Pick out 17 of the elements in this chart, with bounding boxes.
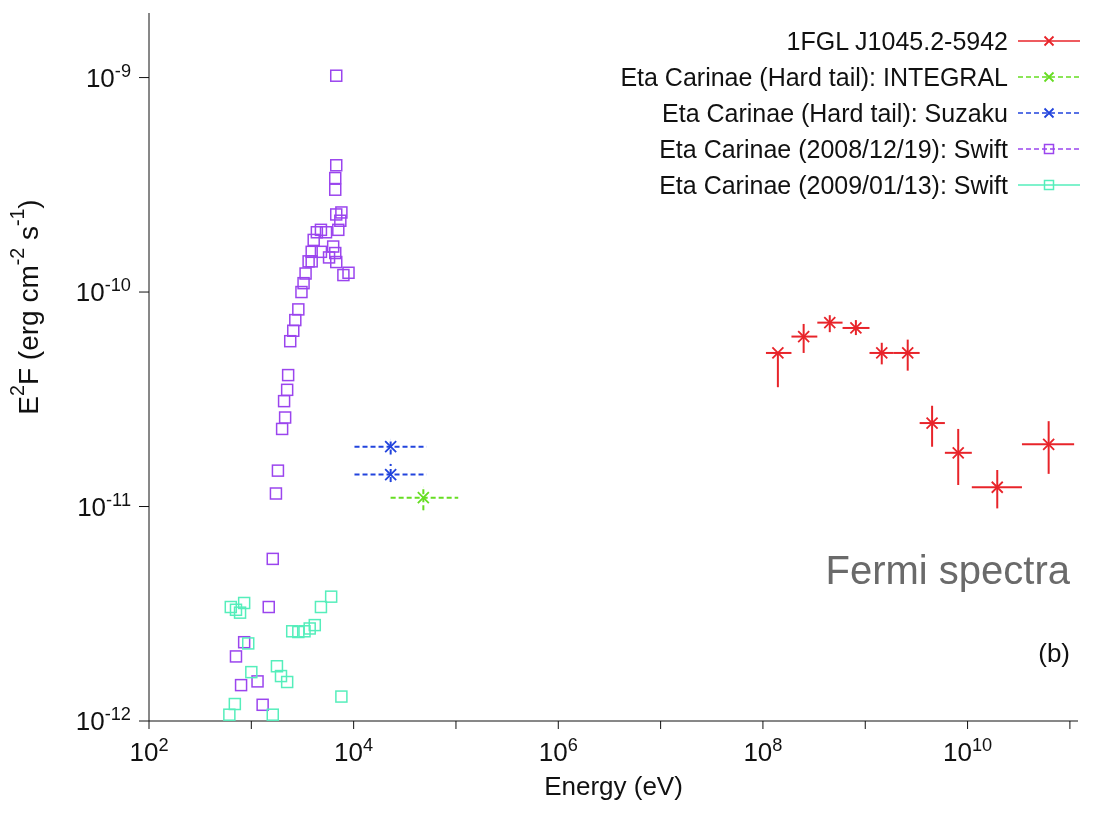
legend-label: 1FGL J1045.2-5942 — [786, 26, 1008, 56]
x-tick-label: 10$^{2}$ — [129, 735, 169, 767]
y-tick-label: 10$^{-10}$ — [75, 275, 131, 308]
annotation: Fermi spectra — [825, 548, 1070, 593]
x-tick-label: 10$^{6}$ — [538, 735, 578, 767]
y-tick-label: 10$^{-12}$ — [75, 704, 131, 736]
y-tick-label: 10$^{-9}$ — [85, 60, 131, 93]
x-tick-label: 10$^{8}$ — [743, 735, 783, 767]
annotation: (b) — [1038, 638, 1070, 669]
legend-label: Eta Carinae (Hard tail): INTEGRAL — [620, 62, 1008, 92]
y-tick-label: 10$^{-11}$ — [77, 489, 131, 522]
legend-label: Eta Carinae (2009/01/13): Swift — [659, 170, 1008, 200]
legend-label: Eta Carinae (2008/12/19): Swift — [659, 134, 1008, 164]
x-tick-label: 10$^{10}$ — [943, 735, 993, 767]
legend-label: Eta Carinae (Hard tail): Suzaku — [662, 98, 1008, 128]
x-axis-title: Energy (eV) — [544, 771, 683, 801]
x-tick-label: 10$^{4}$ — [334, 735, 374, 767]
